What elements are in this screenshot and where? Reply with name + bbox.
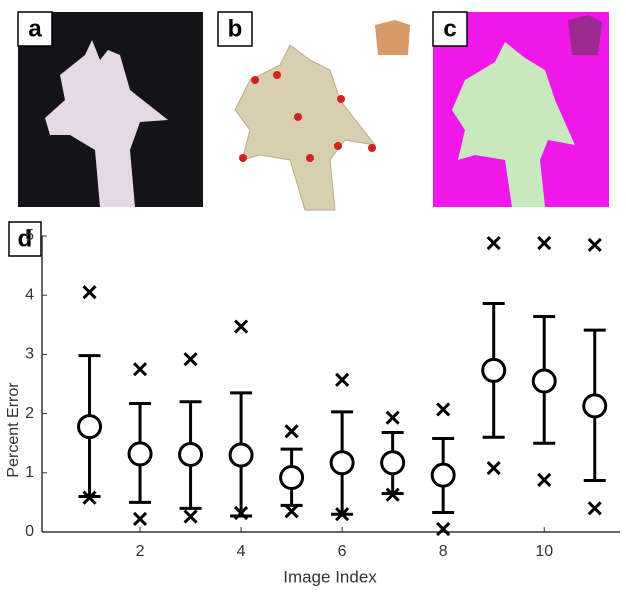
y-tick-label: 1 xyxy=(25,464,34,481)
x-tick-label: 10 xyxy=(535,543,553,560)
mean-marker xyxy=(483,359,505,381)
y-tick-label: 2 xyxy=(25,405,34,422)
x-tick-label: 2 xyxy=(136,543,145,560)
x-tick-label: 8 xyxy=(439,543,448,560)
y-tick-label: 0 xyxy=(25,523,34,540)
min-marker xyxy=(286,505,298,517)
mean-marker xyxy=(129,443,151,465)
max-marker xyxy=(235,321,247,333)
mean-marker xyxy=(382,452,404,474)
max-marker xyxy=(286,425,298,437)
max-marker xyxy=(437,403,449,415)
max-marker xyxy=(185,353,197,365)
panel-label: c xyxy=(443,15,456,42)
max-marker xyxy=(387,412,399,424)
y-tick-label: 4 xyxy=(25,286,34,303)
panel-label: b xyxy=(228,15,243,42)
mean-marker xyxy=(79,416,101,438)
thumbnail xyxy=(568,15,602,55)
max-marker xyxy=(589,239,601,251)
max-marker xyxy=(336,374,348,386)
max-marker xyxy=(84,286,96,298)
min-marker xyxy=(538,474,550,486)
panel-c: c xyxy=(433,12,609,207)
mean-marker xyxy=(584,395,606,417)
figure: a b c d Percent Error Image Index 012345… xyxy=(0,0,626,588)
panel-a: a xyxy=(18,12,203,207)
panel-label: a xyxy=(28,15,42,42)
y-axis-label: Percent Error xyxy=(5,382,22,478)
mean-marker xyxy=(331,452,353,474)
mean-marker xyxy=(230,444,252,466)
mean-marker xyxy=(180,443,202,465)
mean-marker xyxy=(281,467,303,489)
y-tick-label: 5 xyxy=(25,227,34,244)
thumbnail xyxy=(375,20,410,55)
y-tick-label: 3 xyxy=(25,346,34,363)
object-shape xyxy=(235,45,375,210)
min-marker xyxy=(589,502,601,514)
panel-b: b xyxy=(218,12,410,210)
max-marker xyxy=(488,237,500,249)
min-marker xyxy=(134,513,146,525)
mean-marker xyxy=(432,464,454,486)
min-marker xyxy=(437,523,449,535)
min-marker xyxy=(185,511,197,523)
x-tick-label: 4 xyxy=(237,543,246,560)
max-marker xyxy=(538,237,550,249)
x-axis-label: Image Index xyxy=(283,567,377,586)
max-marker xyxy=(134,363,146,375)
min-marker xyxy=(488,462,500,474)
x-tick-label: 6 xyxy=(338,543,347,560)
mean-marker xyxy=(533,370,555,392)
